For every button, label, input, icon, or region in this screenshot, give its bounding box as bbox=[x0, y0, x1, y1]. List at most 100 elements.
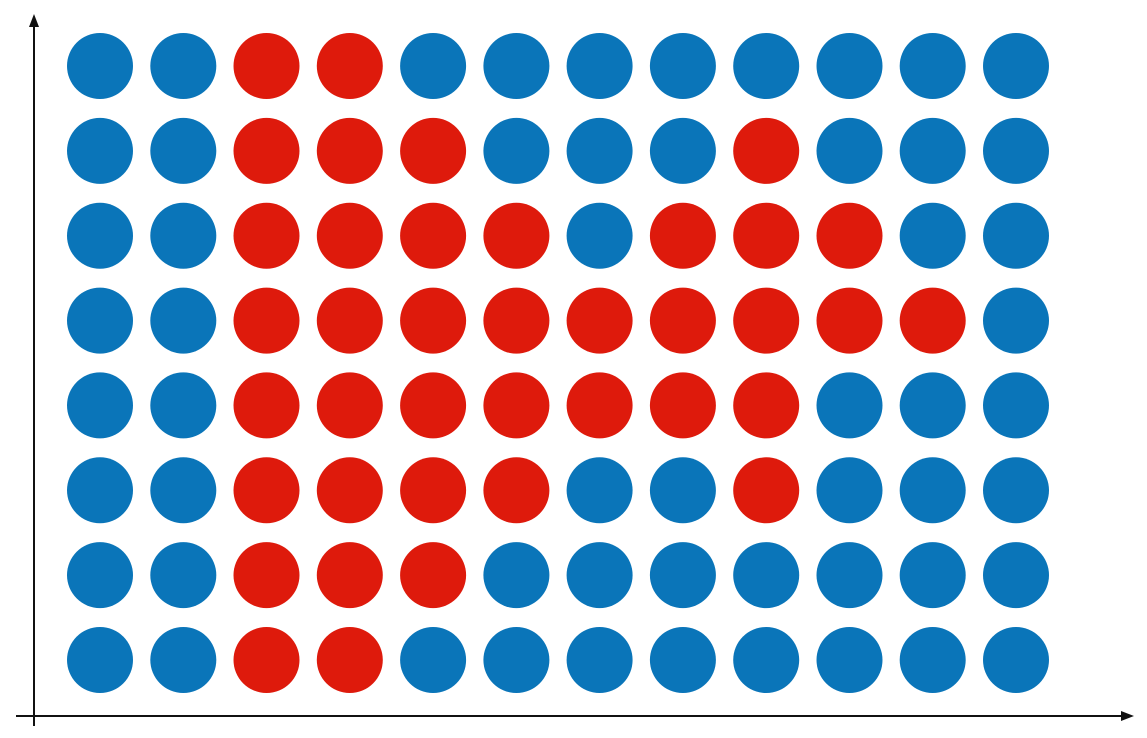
data-point-blue bbox=[649, 457, 716, 524]
data-point-red bbox=[233, 627, 300, 693]
data-point-red bbox=[316, 372, 383, 439]
data-point-red bbox=[316, 542, 383, 609]
data-point-blue bbox=[816, 542, 883, 609]
data-point-red bbox=[733, 287, 800, 354]
data-point-blue bbox=[483, 117, 550, 184]
data-point-blue bbox=[983, 202, 1049, 269]
data-point-red bbox=[316, 457, 383, 524]
data-point-blue bbox=[983, 117, 1049, 184]
data-point-blue bbox=[983, 33, 1049, 99]
data-point-blue bbox=[899, 33, 966, 99]
data-point-blue bbox=[733, 627, 800, 693]
data-point-blue bbox=[899, 117, 966, 184]
data-point-blue bbox=[150, 202, 217, 269]
data-point-red bbox=[233, 542, 300, 609]
data-point-blue bbox=[483, 627, 550, 693]
points-layer bbox=[67, 33, 1049, 693]
data-point-red bbox=[566, 287, 633, 354]
data-point-red bbox=[400, 202, 467, 269]
data-point-blue bbox=[67, 542, 133, 609]
data-point-blue bbox=[400, 33, 467, 99]
data-point-blue bbox=[899, 627, 966, 693]
data-point-blue bbox=[566, 542, 633, 609]
data-point-red bbox=[899, 287, 966, 354]
data-point-red bbox=[400, 372, 467, 439]
data-point-blue bbox=[566, 457, 633, 524]
data-point-blue bbox=[649, 33, 716, 99]
y-axis-arrow-icon bbox=[29, 14, 39, 27]
data-point-blue bbox=[400, 627, 467, 693]
data-point-red bbox=[400, 542, 467, 609]
data-point-blue bbox=[67, 627, 133, 693]
data-point-blue bbox=[816, 457, 883, 524]
axes bbox=[16, 14, 1134, 726]
data-point-red bbox=[733, 372, 800, 439]
data-point-blue bbox=[816, 33, 883, 99]
data-point-blue bbox=[816, 627, 883, 693]
data-point-red bbox=[233, 372, 300, 439]
data-point-blue bbox=[483, 542, 550, 609]
data-point-blue bbox=[566, 33, 633, 99]
data-point-red bbox=[733, 117, 800, 184]
data-point-red bbox=[400, 117, 467, 184]
data-point-blue bbox=[649, 627, 716, 693]
data-point-red bbox=[316, 287, 383, 354]
data-point-blue bbox=[733, 542, 800, 609]
data-point-blue bbox=[150, 117, 217, 184]
data-point-blue bbox=[566, 627, 633, 693]
data-point-blue bbox=[150, 372, 217, 439]
data-point-red bbox=[649, 202, 716, 269]
data-point-red bbox=[400, 457, 467, 524]
data-point-blue bbox=[67, 202, 133, 269]
data-point-red bbox=[566, 372, 633, 439]
data-point-blue bbox=[899, 542, 966, 609]
data-point-blue bbox=[733, 33, 800, 99]
data-point-blue bbox=[566, 202, 633, 269]
x-axis-arrow-icon bbox=[1121, 711, 1134, 721]
data-point-blue bbox=[67, 117, 133, 184]
data-point-blue bbox=[67, 457, 133, 524]
data-point-red bbox=[649, 287, 716, 354]
data-point-red bbox=[483, 372, 550, 439]
data-point-red bbox=[233, 457, 300, 524]
data-point-blue bbox=[983, 627, 1049, 693]
data-point-blue bbox=[899, 372, 966, 439]
data-point-blue bbox=[816, 117, 883, 184]
data-point-blue bbox=[649, 542, 716, 609]
data-point-blue bbox=[67, 33, 133, 99]
data-point-blue bbox=[150, 33, 217, 99]
data-point-blue bbox=[483, 33, 550, 99]
data-point-red bbox=[233, 117, 300, 184]
data-point-red bbox=[316, 202, 383, 269]
data-point-red bbox=[400, 287, 467, 354]
data-point-red bbox=[233, 202, 300, 269]
data-point-blue bbox=[67, 372, 133, 439]
data-point-blue bbox=[566, 117, 633, 184]
data-point-red bbox=[483, 287, 550, 354]
data-point-blue bbox=[150, 542, 217, 609]
data-point-blue bbox=[899, 202, 966, 269]
data-point-red bbox=[649, 372, 716, 439]
data-point-blue bbox=[67, 287, 133, 354]
data-point-blue bbox=[150, 287, 217, 354]
data-point-red bbox=[233, 287, 300, 354]
data-point-red bbox=[316, 33, 383, 99]
data-point-red bbox=[316, 627, 383, 693]
data-point-red bbox=[483, 202, 550, 269]
data-point-blue bbox=[150, 457, 217, 524]
data-point-blue bbox=[816, 372, 883, 439]
data-point-blue bbox=[649, 117, 716, 184]
data-point-red bbox=[816, 202, 883, 269]
data-point-blue bbox=[983, 457, 1049, 524]
data-point-red bbox=[733, 202, 800, 269]
data-point-red bbox=[733, 457, 800, 524]
data-point-red bbox=[233, 33, 300, 99]
data-point-red bbox=[316, 117, 383, 184]
data-point-blue bbox=[983, 542, 1049, 609]
data-point-blue bbox=[983, 287, 1049, 354]
data-point-red bbox=[483, 457, 550, 524]
data-point-blue bbox=[983, 372, 1049, 439]
data-point-red bbox=[816, 287, 883, 354]
